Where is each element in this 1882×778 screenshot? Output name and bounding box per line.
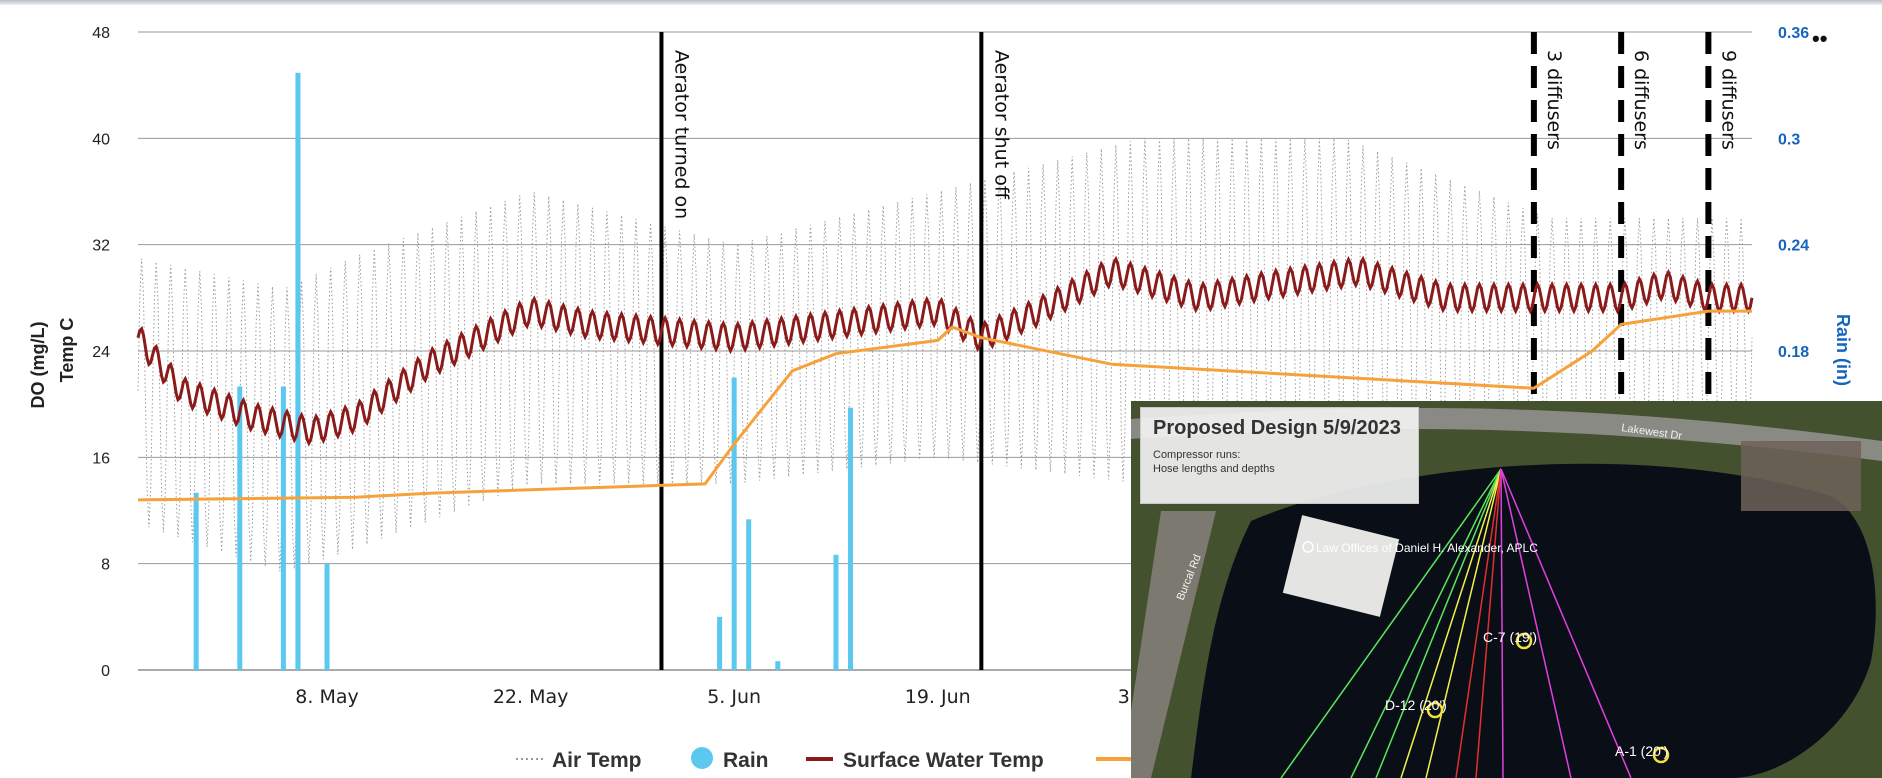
rain-bar <box>717 616 723 670</box>
left-tick-label: 8 <box>101 557 110 574</box>
road-left <box>1131 511 1216 778</box>
rain-bar <box>775 661 781 670</box>
rain-bar <box>280 386 286 670</box>
houses-right <box>1741 441 1861 511</box>
left-tick-label: 16 <box>92 450 110 467</box>
x-tick-label: 22. May <box>493 686 569 708</box>
rain-series <box>193 72 1348 671</box>
rain-bar <box>847 407 853 670</box>
legend: Air Temp Rain Surface Water Temp <box>516 747 1132 772</box>
right-tick-label: 0.3 <box>1778 131 1800 148</box>
rain-bar <box>295 72 301 670</box>
right-tick-label: 0.18 <box>1778 344 1809 361</box>
marker-a1-icon <box>1652 746 1670 764</box>
rain-bar <box>731 377 737 670</box>
marker-c7-label: C-7 (19') <box>1483 629 1537 645</box>
marker-d12-icon <box>1426 701 1444 719</box>
legend-rain-swatch <box>691 747 713 769</box>
building-roof <box>1282 515 1400 617</box>
left-tick-label: 32 <box>92 238 110 255</box>
rain-bar <box>193 492 199 670</box>
design-info-card: Proposed Design 5/9/2023 Compressor runs… <box>1140 407 1419 504</box>
rain-bar <box>746 519 752 670</box>
event-label: Aerator turned on <box>670 50 692 219</box>
marker-c7-icon <box>1515 632 1533 650</box>
design-title: Proposed Design 5/9/2023 <box>1153 417 1401 439</box>
left-tick-label: 24 <box>92 344 110 361</box>
bottom-water-temp-series <box>137 309 1752 502</box>
event-label: Aerator shut off <box>990 50 1012 200</box>
axis-tick-labels: 0 8 16 24 32 40 48 0.18 0.24 0.3 0.36 8. May 22. May… <box>92 25 1809 708</box>
rain-bar <box>237 386 243 670</box>
legend-surface-water-temp-label: Surface Water Temp <box>843 749 1044 772</box>
event-label: 9 diffusers <box>1717 50 1739 150</box>
left-axis-title-temp: Temp C <box>57 318 77 383</box>
left-tick-label: 48 <box>92 25 110 42</box>
event-markers: Aerator turned on Aerator shut off 3 diffu… <box>659 32 1739 670</box>
surface-water-temp-series <box>136 255 1754 447</box>
rain-bar <box>833 554 839 670</box>
more-menu-icon[interactable]: •• <box>1812 26 1827 51</box>
bottom-water-temp-line <box>137 309 1752 502</box>
rain-bar <box>324 563 330 670</box>
right-axis-title-rain: Rain (in) <box>1833 314 1853 386</box>
legend-rain-label: Rain <box>723 749 769 772</box>
aerator-hoses <box>1280 468 1632 778</box>
aeration-design-map-inset: Lakewest Dr Burcal Rd Law Offices of Dan… <box>1131 401 1882 778</box>
design-line-compressor: Compressor runs: <box>1153 449 1241 461</box>
left-tick-label: 0 <box>101 663 110 680</box>
left-tick-label: 40 <box>92 131 110 148</box>
event-label: 6 diffusers <box>1630 50 1652 150</box>
marker-d12-label: D-12 (20') <box>1385 697 1447 713</box>
x-tick-label: 19. Jun <box>905 686 971 708</box>
legend-air-temp-label: Air Temp <box>552 749 641 772</box>
right-tick-label: 0.36 <box>1778 25 1809 42</box>
marker-a1-label: A-1 (20') <box>1615 743 1668 759</box>
place-pin-icon <box>1302 541 1314 553</box>
place-label: Law Offices of Daniel H. Alexander, APLC <box>1316 541 1538 555</box>
top-border <box>0 0 1882 5</box>
surface-water-temp-line <box>136 255 1754 447</box>
left-axis-title-do: DO (mg/L) <box>28 322 48 409</box>
x-tick-label: 8. May <box>295 686 358 708</box>
design-line-hoses: Hose lengths and depths <box>1153 463 1275 475</box>
x-tick-label: 5. Jun <box>707 686 761 708</box>
event-label: 3 diffusers <box>1543 50 1565 150</box>
right-tick-label: 0.24 <box>1778 238 1809 255</box>
